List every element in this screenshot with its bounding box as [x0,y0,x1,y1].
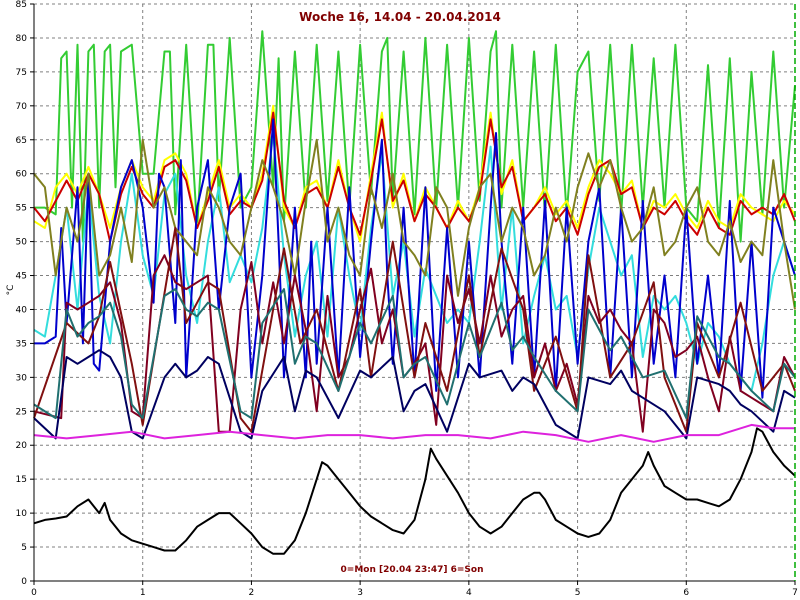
series-line-8 [33,227,796,433]
y-tick-label: 15 [16,475,27,485]
series-line-12 [33,427,796,555]
y-tick-label: 25 [16,407,27,417]
y-tick-label: 45 [16,272,27,282]
series-line-1 [34,30,796,243]
y-tick-label: 30 [16,373,28,383]
y-tick-label: 85 [16,0,27,10]
series-line-10 [33,349,796,440]
x-tick-label: 0 [31,588,37,598]
x-tick-label: 4 [466,588,472,598]
y-tick-label: 80 [16,34,28,44]
x-tick-label: 2 [249,588,255,598]
y-tick-label: 65 [16,136,27,146]
y-tick-label: 40 [16,305,28,315]
y-tick-label: 0 [21,577,27,587]
x-tick-label: 6 [683,588,689,598]
axes [33,4,796,582]
series-line-11 [33,423,795,443]
chart-title: Woche 16, 14.04 - 20.04.2014 [299,10,501,24]
series-line-9 [33,288,796,420]
series-lines [33,30,796,555]
x-tick-label: 7 [792,588,798,598]
y-tick-label: 60 [16,170,28,180]
y-tick-label: 55 [16,204,27,214]
y-tick-label: 50 [16,238,28,248]
y-tick-label: 10 [16,509,28,519]
y-tick-label: 20 [16,441,28,451]
y-tick-label: 70 [16,102,28,112]
x-tick-label: 3 [357,588,363,598]
x-tick-label: 1 [140,588,146,598]
y-axis-label: °C [6,285,16,296]
y-tick-label: 35 [16,339,27,349]
x-tick-label: 5 [575,588,581,598]
series-line-6 [33,138,796,310]
chart-footer-caption: 0=Mon [20.04 23:47] 6=Son [341,565,484,575]
y-tick-label: 5 [21,543,27,553]
y-tick-label: 75 [16,68,27,78]
